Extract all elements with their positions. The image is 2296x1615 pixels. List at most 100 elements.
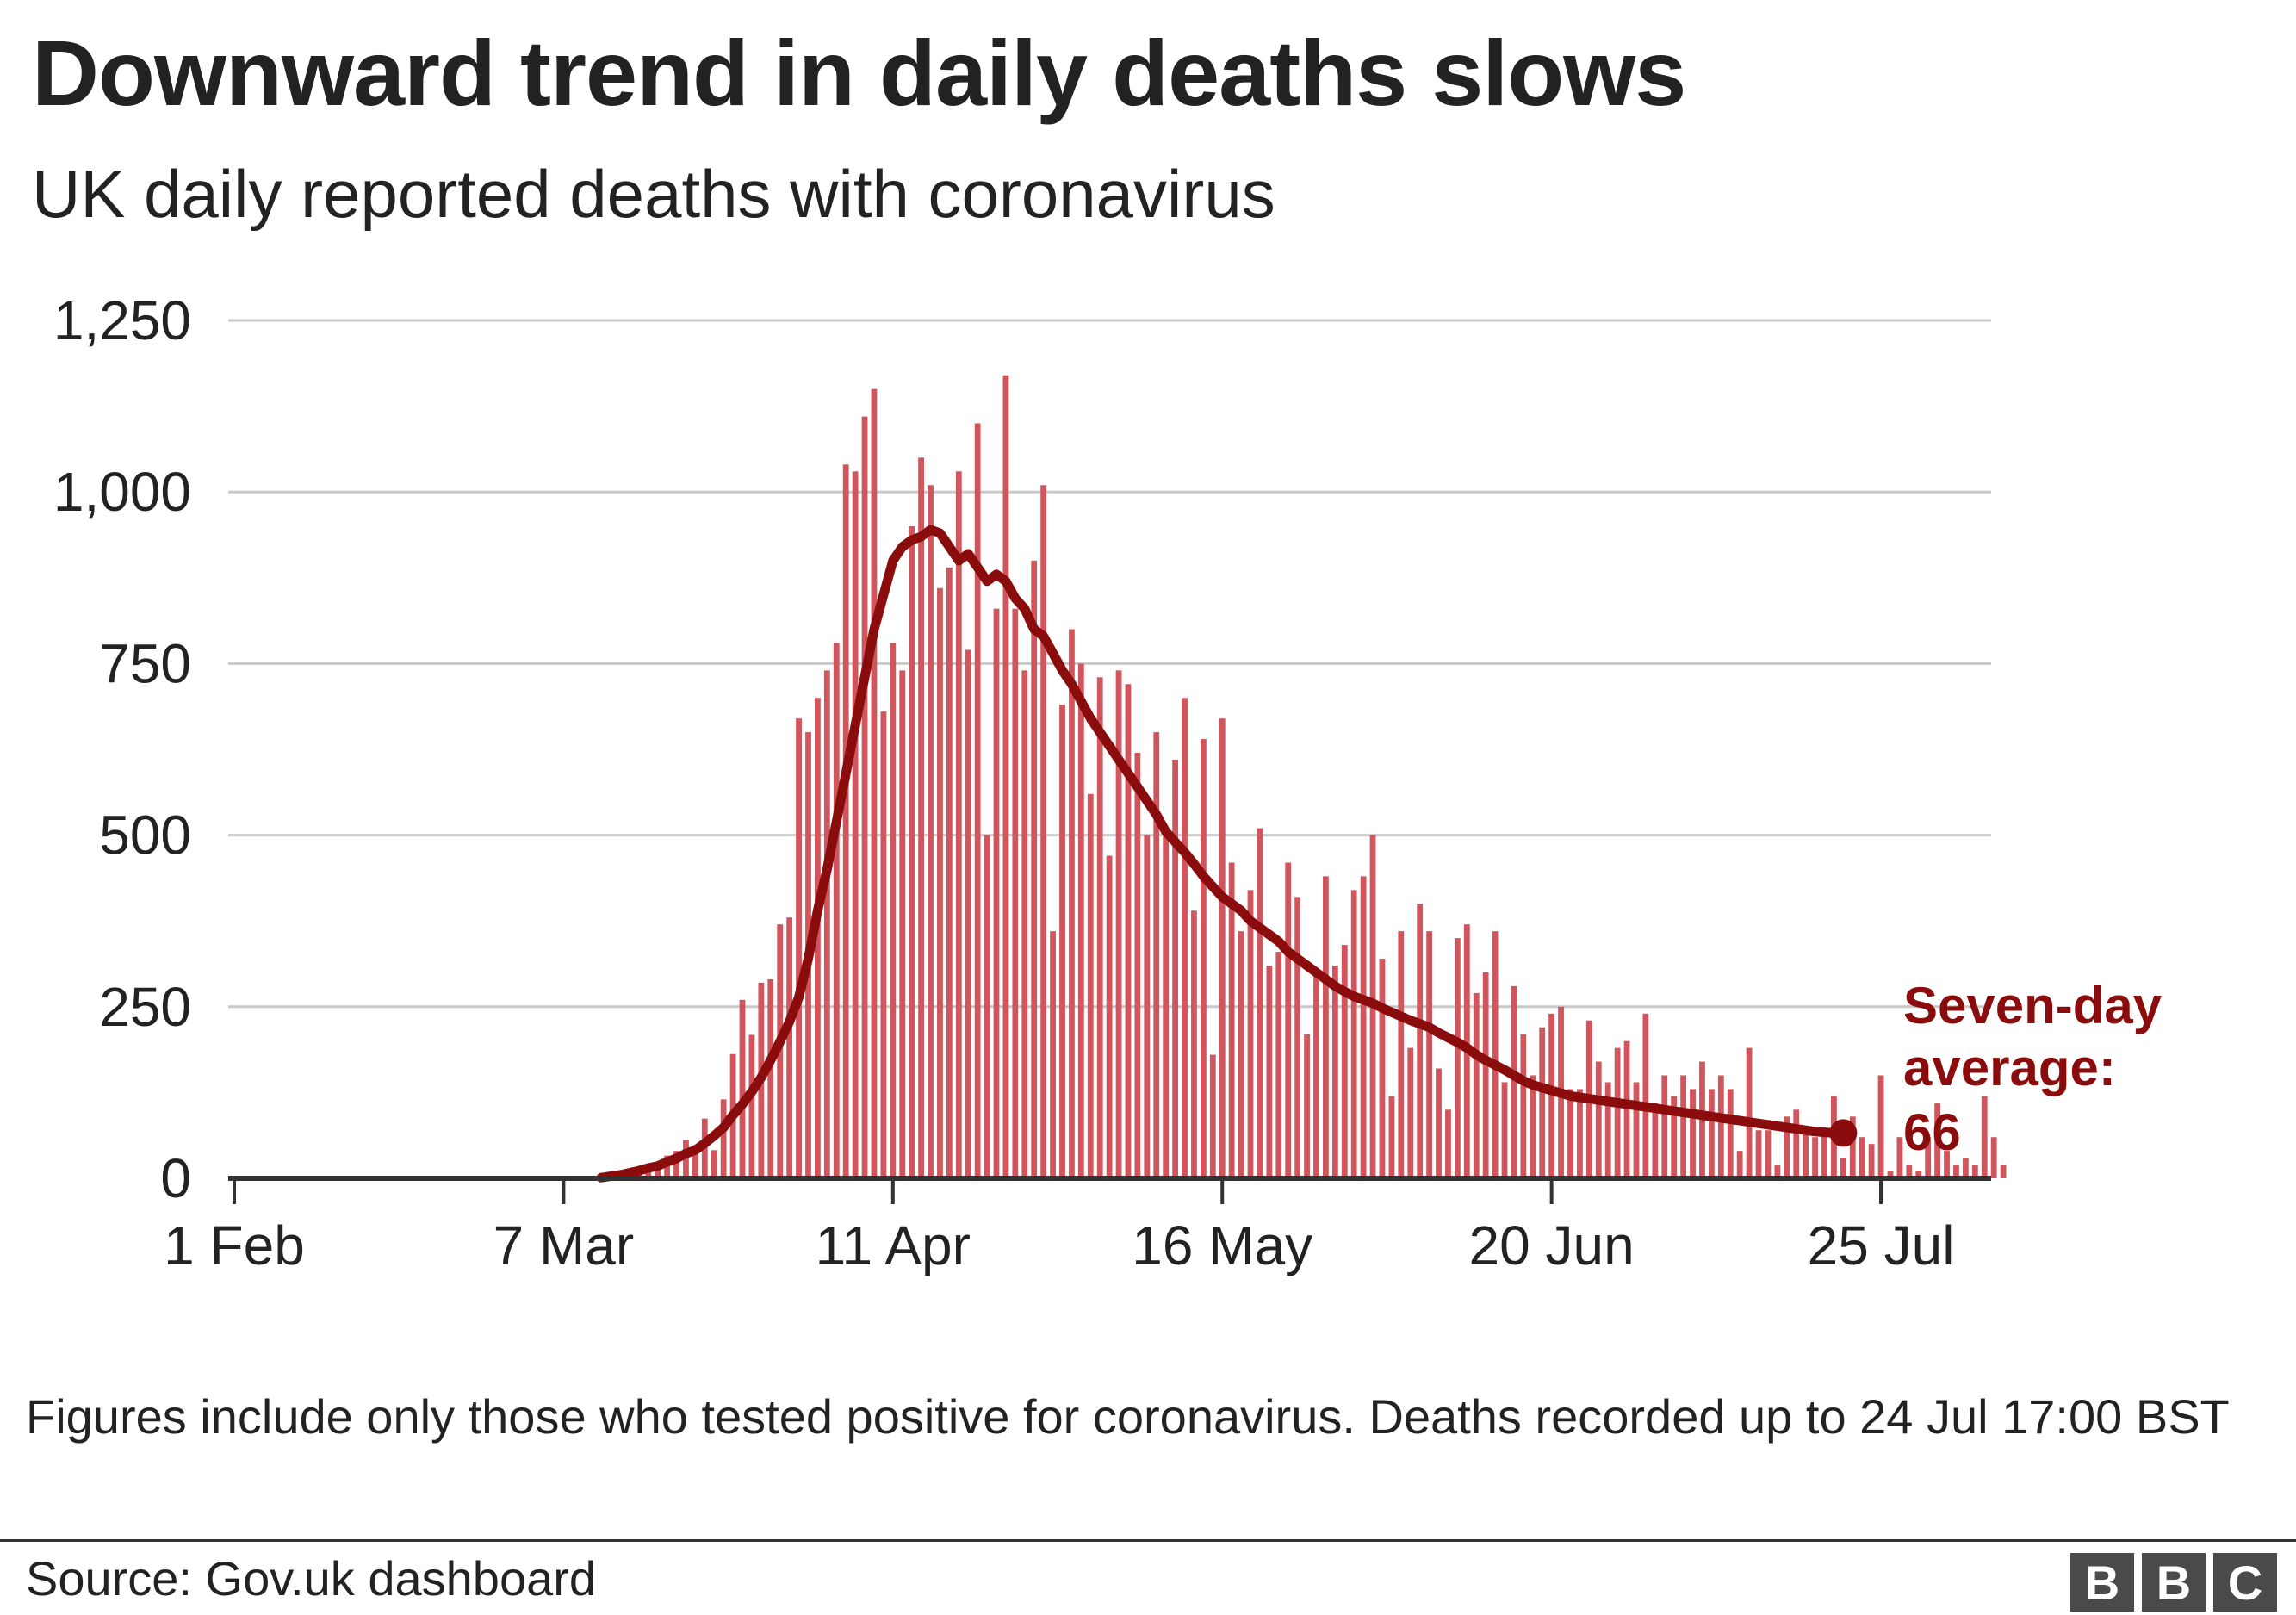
bar	[1445, 1109, 1451, 1178]
logo-letter: C	[2213, 1553, 2277, 1612]
bar	[1793, 1109, 1800, 1178]
bar	[1925, 1137, 1932, 1178]
x-tick-label: 20 Jun	[1469, 1214, 1635, 1276]
bar	[1887, 1171, 1894, 1178]
bar	[1163, 835, 1170, 1178]
bar	[1360, 876, 1367, 1178]
bar	[1784, 1116, 1790, 1178]
bar	[1069, 629, 1075, 1178]
bar	[1530, 1075, 1536, 1178]
bar	[1962, 1158, 1969, 1178]
bar	[965, 649, 971, 1178]
x-tick-label: 11 Apr	[816, 1214, 971, 1276]
bar	[1595, 1061, 1602, 1178]
bar	[1981, 1096, 1988, 1178]
bar	[1623, 1040, 1630, 1178]
bar	[1294, 897, 1301, 1178]
bar	[1096, 677, 1103, 1178]
bar	[1849, 1116, 1856, 1178]
y-tick-label: 1,250	[53, 289, 191, 351]
bar	[683, 1140, 689, 1178]
bar	[823, 670, 830, 1178]
source-label: Source: Gov.uk dashboard	[26, 1551, 597, 1606]
bar	[1934, 1103, 1941, 1178]
bar	[1021, 670, 1028, 1178]
bar	[1501, 1082, 1508, 1178]
bar	[1915, 1171, 1922, 1178]
bar	[1257, 828, 1263, 1178]
bar	[1304, 1034, 1310, 1178]
bar	[711, 1150, 717, 1178]
bar	[1350, 890, 1357, 1178]
bar	[1661, 1075, 1668, 1178]
annotation-label: Seven-day average:	[1903, 977, 2163, 1096]
bar	[833, 643, 840, 1178]
bar	[1407, 1047, 1414, 1178]
bar	[1228, 862, 1235, 1178]
bar	[974, 423, 981, 1178]
bar	[1604, 1082, 1611, 1178]
bar	[1840, 1158, 1846, 1178]
bar	[1417, 904, 1424, 1178]
bar	[1266, 965, 1273, 1178]
y-tick-label: 750	[99, 632, 191, 694]
bar	[1727, 1089, 1734, 1178]
bar	[1482, 972, 1489, 1178]
bar	[1906, 1165, 1913, 1178]
bar	[1708, 1089, 1715, 1178]
bar	[909, 526, 915, 1178]
bar	[890, 643, 897, 1178]
bar	[1690, 1089, 1696, 1178]
bar	[1031, 560, 1038, 1178]
bar	[748, 1034, 755, 1178]
bar	[1436, 1068, 1442, 1178]
bbc-logo: B B C	[2070, 1553, 2277, 1612]
y-axis-ticks: 0 250 500 750 1,000 1,250	[53, 289, 191, 1209]
bar	[1614, 1047, 1621, 1178]
bar	[1379, 959, 1386, 1178]
bar	[1953, 1165, 1959, 1178]
bar	[937, 587, 943, 1178]
x-axis-ticks: 1 Feb 7 Mar 11 Apr 16 May 20 Jun 25 Jul	[164, 1178, 1954, 1276]
bar	[861, 416, 868, 1178]
bar	[1971, 1165, 1978, 1178]
bar	[692, 1145, 698, 1178]
bar	[1182, 698, 1188, 1178]
logo-letter: B	[2142, 1553, 2206, 1612]
bar	[1548, 1013, 1555, 1178]
bar	[1511, 985, 1517, 1178]
chart-title: Downward trend in daily deaths slows	[32, 21, 1686, 125]
bar	[1426, 931, 1433, 1178]
bar	[1040, 485, 1047, 1178]
bar	[796, 718, 802, 1178]
y-tick-label: 1,000	[53, 461, 191, 523]
annotation-line: average:	[1903, 1039, 2116, 1096]
bar	[1313, 972, 1319, 1178]
bar	[1539, 1027, 1546, 1178]
bar	[1717, 1075, 1724, 1178]
daily-death-bars	[598, 375, 2007, 1178]
bar	[1803, 1130, 1809, 1178]
bar	[1812, 1137, 1818, 1178]
y-tick-label: 0	[160, 1147, 191, 1209]
bar	[1247, 890, 1254, 1178]
bar	[1492, 931, 1499, 1178]
bar	[1577, 1089, 1583, 1178]
bar	[1087, 793, 1094, 1178]
footnote: Figures include only those who tested po…	[26, 1389, 2230, 1444]
bar	[1671, 1096, 1678, 1178]
bar	[1275, 952, 1282, 1178]
bar	[1002, 375, 1009, 1178]
bar	[1765, 1130, 1772, 1178]
bar	[1144, 835, 1151, 1178]
bar	[655, 1167, 661, 1178]
bar	[918, 457, 924, 1178]
bar	[1859, 1137, 1865, 1178]
logo-letter: B	[2070, 1553, 2134, 1612]
y-tick-label: 250	[99, 976, 191, 1038]
y-tick-label: 500	[99, 804, 191, 867]
bar	[786, 917, 793, 1178]
bar	[842, 464, 849, 1178]
bar	[1877, 1075, 1884, 1178]
bar	[852, 471, 859, 1178]
